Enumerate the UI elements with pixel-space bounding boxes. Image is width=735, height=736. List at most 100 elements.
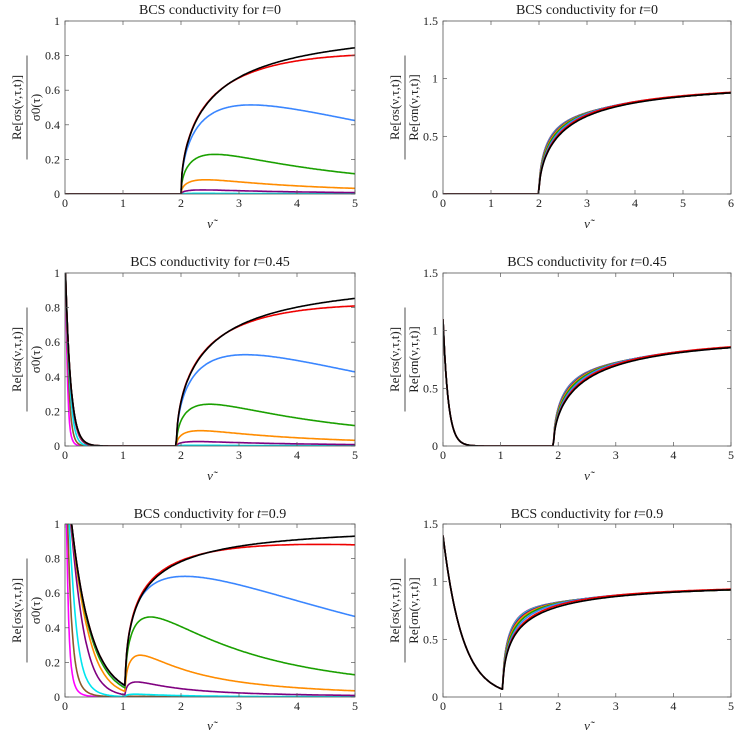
series-group [443,319,731,446]
y-axis-label-denominator: σ0(τ) [28,597,43,624]
y-tick-label: 1 [54,517,60,531]
plot-frame [64,20,356,195]
chart-title-eq: =0 [266,3,281,18]
y-axis-label-numerator: Re[σs(ν,τ,t)] [9,327,24,392]
series-line-frac_2 [65,153,355,194]
x-tick-label: 5 [680,196,686,210]
y-tick-label: 0.4 [45,621,60,635]
y-tick-label: 0.4 [45,118,60,132]
x-tick-label: 1 [488,196,494,210]
x-tick-label: 2 [536,196,542,210]
series-line-frac_20 [443,535,731,691]
x-tick-label: 3 [613,699,619,713]
series-line-frac_2 [70,524,355,689]
y-axis-label-numerator: Re[σs(ν,τ,t)] [387,578,402,643]
y-axis-label-denominator: Re[σn(ν,τ,t)] [406,74,421,140]
x-tick-label: 3 [613,448,619,462]
x-tick-label: 2 [178,448,184,462]
x-tick-label: 1 [120,196,126,210]
x-tick-label: 5 [352,196,358,210]
chart-title-prefix: BCS conductivity for [134,507,257,522]
x-tick-label: 1 [498,699,504,713]
y-tick-label: 1 [54,266,60,280]
x-axis-label: ν̃ [207,468,219,483]
chart-title-prefix: BCS conductivity for [516,3,639,18]
plot-frame [64,523,356,698]
series-line-frac_1 [443,92,731,194]
y-axis-label: Re[σs(ν,τ,t)] Re[σn(ν,τ,t)] [387,55,421,160]
chart-title-eq: =0.9 [638,507,663,522]
x-tick-label: 4 [670,448,676,462]
series-line-frac_0_05 [443,319,731,446]
series-line-frac_0_05 [65,524,355,697]
series-line-frac_0_2 [68,524,355,697]
series-line-frac_20 [443,319,731,446]
series-line-frac_0_1 [443,319,731,446]
y-tick-label: 0.6 [45,586,60,600]
x-tick-label: 3 [236,196,242,210]
y-tick-label: 0 [432,187,438,201]
chart-panel-3: BCS conductivity for t=0.45 0 1 2 3 4 5 0 0.2 0.4… [9,255,358,483]
x-tick-label: 3 [584,196,590,210]
x-tick-label: 0 [440,699,446,713]
y-axis-label: Re[σs(ν,τ,t)] Re[σn(ν,τ,t)] [387,307,421,412]
y-axis-label-denominator: Re[σn(ν,τ,t)] [406,577,421,643]
series-line-frac_5 [443,91,731,194]
y-tick-label: 0 [54,187,60,201]
y-axis-label: Re[σs(ν,τ,t)] σ0(τ) [9,55,43,160]
chart-title: BCS conductivity for t=0 [516,3,658,18]
series-line-frac_0_2 [443,319,731,446]
series-line-frac_inf [443,535,731,691]
series-line-frac_1 [65,273,355,446]
y-tick-label: 0 [54,690,60,704]
series-line-frac_0_1 [443,535,731,691]
x-tick-label: 3 [236,448,242,462]
y-axis-label-numerator: Re[σs(ν,τ,t)] [387,327,402,392]
chart-title-prefix: BCS conductivity for [511,507,634,522]
x-tick-label: 1 [120,699,126,713]
series-line-frac_inf [443,92,731,194]
series-line-frac_5 [65,104,355,194]
series-line-frac_inf [65,47,355,194]
chart-panel-5: BCS conductivity for t=0.9 0 1 2 3 4 5 0 0.2 0.4 0… [9,507,358,733]
y-axis-label-numerator: Re[σs(ν,τ,t)] [9,578,24,643]
x-tick-label: 2 [178,699,184,713]
chart-title-eq: =0.45 [257,255,289,270]
series-line-frac_0_5 [443,92,731,194]
y-tick-label: 0 [432,439,438,453]
y-tick-label: 0 [54,439,60,453]
x-tick-label: 0 [62,448,68,462]
y-tick-label: 0.8 [45,301,60,315]
chart-title-var: t [257,507,262,522]
y-tick-label: 0.5 [423,381,438,395]
chart-title-eq: =0 [643,3,658,18]
series-group [65,524,355,697]
x-tick-label: 2 [555,699,561,713]
y-tick-label: 0.8 [45,552,60,566]
series-line-frac_0_05 [443,535,731,691]
x-tick-label: 1 [498,448,504,462]
x-tick-label: 2 [178,196,184,210]
series-line-frac_0_5 [65,273,355,446]
y-axis-label-denominator: σ0(τ) [28,346,43,373]
y-axis-label-numerator: Re[σs(ν,τ,t)] [9,75,24,140]
y-tick-label: 0.2 [45,152,60,166]
chart-panel-1: BCS conductivity for t=0 0 1 2 3 4 5 0 0.2 0.4 0.6… [9,3,358,231]
plot-frame [442,523,732,698]
series-line-frac_0_1 [443,92,731,194]
x-axis-label: ν̃ [584,718,596,733]
x-tick-label: 0 [62,699,68,713]
x-tick-label: 4 [632,196,638,210]
y-tick-label: 0.2 [45,655,60,669]
series-line-frac_2 [65,273,355,446]
x-tick-label: 0 [62,196,68,210]
plot-frame [442,20,732,195]
series-line-frac_5 [65,273,355,446]
x-axis-label: ν̃ [584,216,596,231]
y-tick-label: 0.4 [45,370,60,384]
x-tick-label: 4 [294,448,300,462]
x-tick-label: 5 [352,448,358,462]
series-line-frac_0_05 [65,273,355,446]
x-tick-label: 5 [352,699,358,713]
